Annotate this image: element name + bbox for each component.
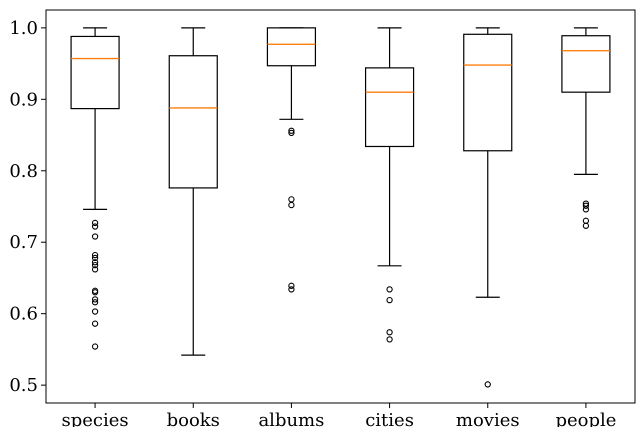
- flier-species: [91, 254, 99, 262]
- flier-people: [582, 206, 590, 213]
- flier-species: [91, 261, 99, 269]
- flier-albums: [288, 282, 295, 289]
- y-tick-label: 0.8: [9, 161, 38, 182]
- flier-species: [91, 299, 99, 306]
- flier-albums: [288, 127, 295, 134]
- flier-cities: [386, 286, 393, 293]
- flier-cities: [386, 296, 393, 304]
- flier-albums: [288, 129, 295, 137]
- y-tick-label: 1.0: [9, 18, 38, 39]
- flier-people: [582, 222, 590, 229]
- plot-area: 0.5 0.6 0.7 0.8 0.9 1.0 species books albums citi…: [9, 9, 636, 427]
- flier-albums: [288, 196, 295, 203]
- flier-albums: [288, 201, 295, 209]
- x-tick-label: species: [62, 410, 129, 427]
- flier-species: [91, 296, 99, 303]
- flier-species: [91, 320, 99, 327]
- x-tick-label: cities: [365, 410, 414, 427]
- y-tick-label: 0.5: [9, 375, 38, 396]
- flier-species: [91, 266, 99, 273]
- box-people: [561, 35, 611, 93]
- flier-species: [91, 251, 99, 259]
- box-cities: [364, 67, 415, 148]
- y-tick-label: 0.9: [9, 89, 38, 110]
- flier-species: [91, 343, 99, 350]
- flier-species: [91, 259, 99, 266]
- flier-albums: [288, 286, 295, 293]
- box-books: [168, 55, 218, 189]
- y-tick-label: 0.6: [9, 304, 38, 325]
- flier-movies: [484, 381, 491, 388]
- x-tick-label: movies: [456, 410, 520, 427]
- axes-frame: [45, 9, 636, 404]
- box-movies: [463, 33, 513, 152]
- flier-people: [582, 202, 590, 209]
- flier-people: [582, 217, 590, 224]
- flier-cities: [386, 336, 393, 343]
- flier-cities: [386, 329, 393, 336]
- flier-species: [91, 233, 99, 240]
- flier-species: [91, 223, 99, 230]
- x-tick-label: people: [555, 410, 616, 427]
- flier-species: [91, 308, 99, 315]
- flier-species: [91, 289, 99, 296]
- box-albums: [266, 27, 317, 67]
- flier-species: [91, 219, 99, 227]
- box-species: [70, 35, 120, 110]
- x-tick-label: albums: [258, 410, 324, 427]
- x-tick-label: books: [167, 410, 220, 427]
- y-tick-label: 0.7: [9, 232, 38, 253]
